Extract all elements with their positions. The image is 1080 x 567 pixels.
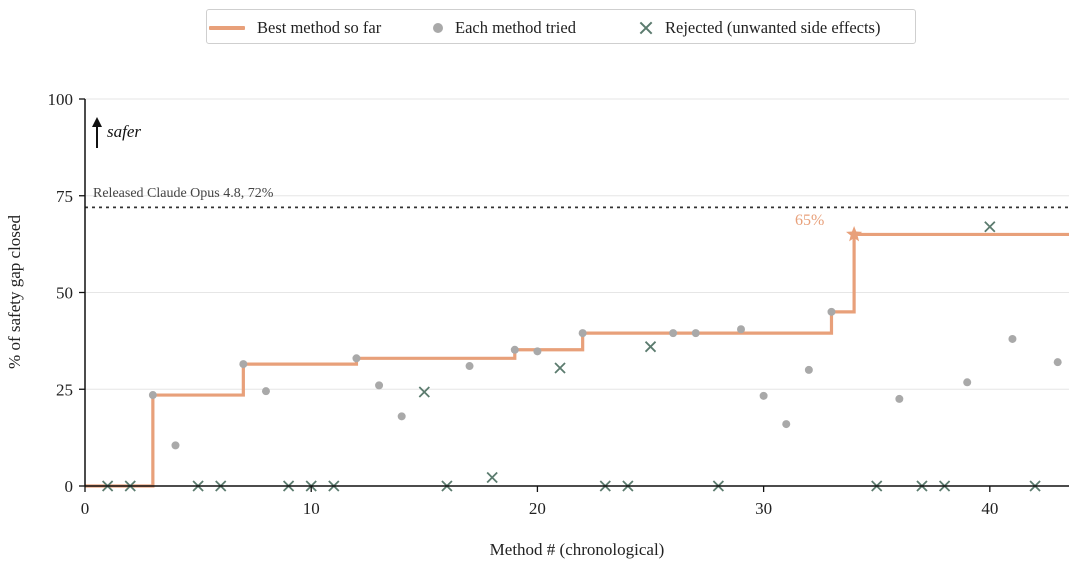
tried-point (148, 391, 157, 400)
y-tick-label: 50 (56, 284, 73, 303)
rejected-points (101, 221, 1041, 492)
safer-arrow-icon (92, 117, 102, 148)
y-tick-label: 100 (48, 90, 74, 109)
tried-point (578, 329, 587, 338)
reference-line-label: Released Claude Opus 4.8, 72% (93, 186, 274, 201)
tried-point (1053, 358, 1062, 367)
legend-label: Best method so far (257, 17, 382, 37)
tried-point (533, 347, 542, 356)
tried-point (171, 441, 180, 450)
ticks: 0 25 50 75 100 0 10 20 30 40 (48, 90, 999, 518)
tried-point (827, 307, 836, 316)
rejected-point (486, 471, 498, 484)
y-axis-label: % of safety gap closed (5, 215, 24, 369)
best-method-step-line (85, 232, 1069, 488)
tried-point (737, 325, 745, 334)
rejected-point (554, 362, 566, 374)
highlight-star-icon (846, 225, 863, 242)
legend-item-rejected: Rejected (unwanted side effects) (639, 10, 880, 45)
annotations: Method # (chronological) % of safety gap… (5, 117, 824, 559)
highlight-label: 65% (795, 212, 824, 229)
tried-point (510, 345, 519, 354)
x-tick-label: 20 (529, 499, 546, 518)
rejected-point (984, 221, 996, 233)
tried-point (963, 378, 972, 387)
x-axis-label: Method # (chronological) (490, 540, 665, 559)
safer-label: safer (107, 122, 141, 141)
legend-label: Each method tried (455, 17, 576, 37)
tried-point (895, 394, 904, 403)
tried-point (1008, 334, 1017, 343)
tried-point (759, 391, 768, 400)
dot-swatch-icon (433, 22, 443, 33)
legend-item-tried: Each method tried (433, 10, 576, 45)
rejected-point (644, 341, 657, 353)
best-step-line (85, 232, 1069, 488)
tried-point (239, 360, 248, 369)
tried-point (691, 329, 700, 338)
tried-point (465, 362, 474, 371)
x-tick-label: 10 (303, 499, 320, 518)
x-tick-label: 0 (81, 499, 90, 518)
tried-point (804, 365, 813, 374)
y-tick-label: 25 (56, 380, 73, 399)
tried-point (261, 387, 270, 396)
tried-points (148, 307, 1062, 450)
legend-item-best: Best method so far (209, 10, 381, 45)
gridlines (85, 98, 1069, 487)
y-tick-label: 75 (56, 187, 73, 206)
highlight (846, 225, 863, 242)
tried-point (375, 381, 384, 390)
x-swatch-icon (639, 21, 653, 35)
x-tick-label: 40 (981, 499, 998, 518)
rejected-point (418, 386, 430, 398)
tried-point (397, 412, 406, 421)
tried-point (352, 354, 361, 363)
line-swatch-icon (209, 25, 245, 30)
legend: Best method so far Each method tried Rej… (206, 9, 916, 44)
tried-point (782, 420, 791, 429)
legend-label: Rejected (unwanted side effects) (665, 17, 881, 37)
tried-point (669, 329, 678, 338)
x-tick-label: 30 (755, 499, 772, 518)
y-tick-label: 0 (65, 477, 74, 496)
